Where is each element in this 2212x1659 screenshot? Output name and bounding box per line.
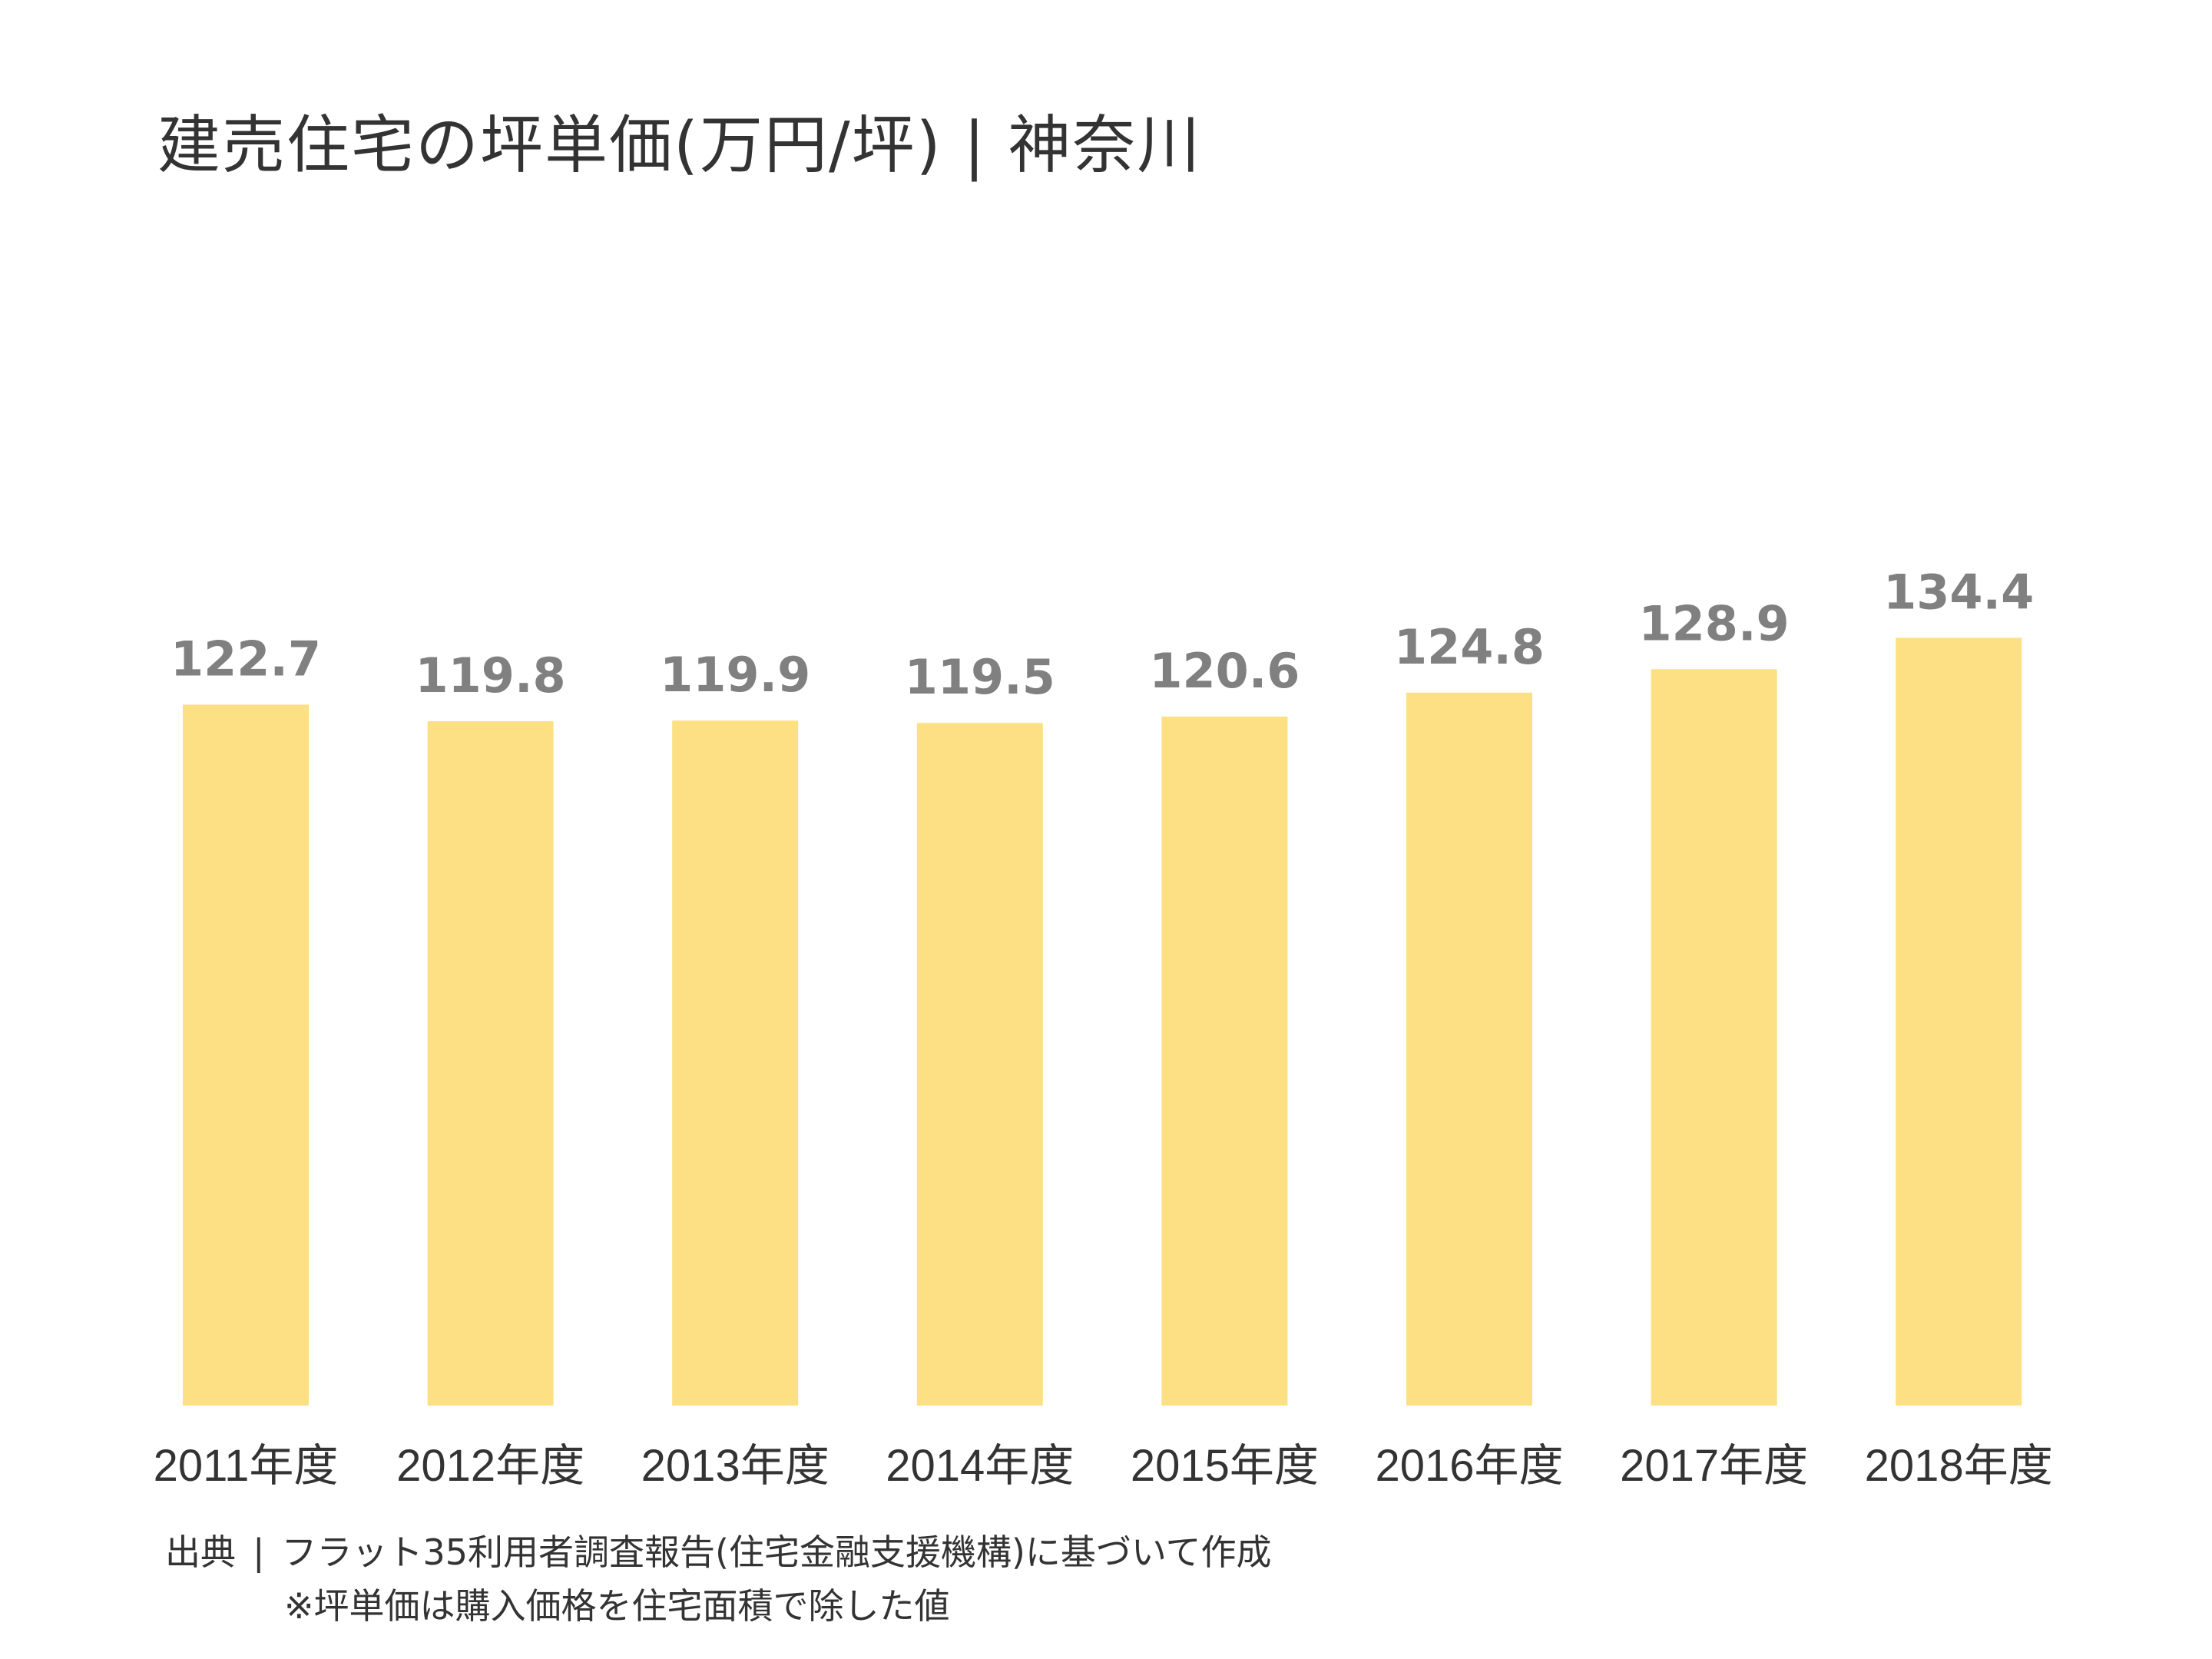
value-label: 134.4	[1883, 564, 2034, 620]
bar-2011年度	[183, 704, 309, 1406]
category-label: 2017年度	[1620, 1441, 1808, 1491]
bar-2015年度	[1161, 717, 1288, 1406]
calculation-note: ※坪単価は購入価格を住宅面積で除した値	[284, 1585, 950, 1627]
value-label: 119.8	[416, 647, 566, 704]
bar-2016年度	[1406, 692, 1532, 1406]
bar-2012年度	[427, 721, 554, 1406]
category-labels-layer: 2011年度 2012年度 2013年度 2014年度 2015年度 2016年度 2017…	[154, 1441, 2053, 1491]
category-label: 2013年度	[641, 1441, 830, 1491]
source-separator: |	[253, 1532, 265, 1573]
category-label: 2015年度	[1131, 1441, 1319, 1491]
value-label: 128.9	[1639, 595, 1790, 651]
category-label: 2011年度	[154, 1441, 339, 1491]
source-label: 出典	[165, 1532, 236, 1573]
bar-2018年度	[1896, 637, 2022, 1406]
value-labels-layer: 122.7 119.8 119.9 119.5 120.6 124.8 128.9 134.4	[171, 564, 2034, 705]
category-label: 2014年度	[886, 1441, 1074, 1491]
value-label: 122.7	[171, 631, 321, 687]
category-label: 2012年度	[396, 1441, 584, 1491]
value-label: 119.5	[905, 649, 1055, 705]
source-text: フラット35利用者調査報告(住宅金融支援機構)に基づいて作成	[281, 1532, 1272, 1573]
bar-2017年度	[1651, 669, 1777, 1406]
value-label: 119.9	[660, 647, 810, 703]
chart-title: 建売住宅の坪単価(万円/坪) | 神奈川	[157, 109, 1202, 182]
bar-2013年度	[672, 720, 799, 1406]
category-label: 2016年度	[1375, 1441, 1563, 1491]
bar-2014年度	[916, 723, 1043, 1406]
value-label: 120.6	[1149, 643, 1300, 699]
bars-layer	[183, 637, 2022, 1406]
category-label: 2018年度	[1865, 1441, 2053, 1491]
source-note: 出典 | フラット35利用者調査報告(住宅金融支援機構)に基づいて作成	[165, 1525, 1272, 1575]
value-label: 124.8	[1394, 619, 1545, 675]
